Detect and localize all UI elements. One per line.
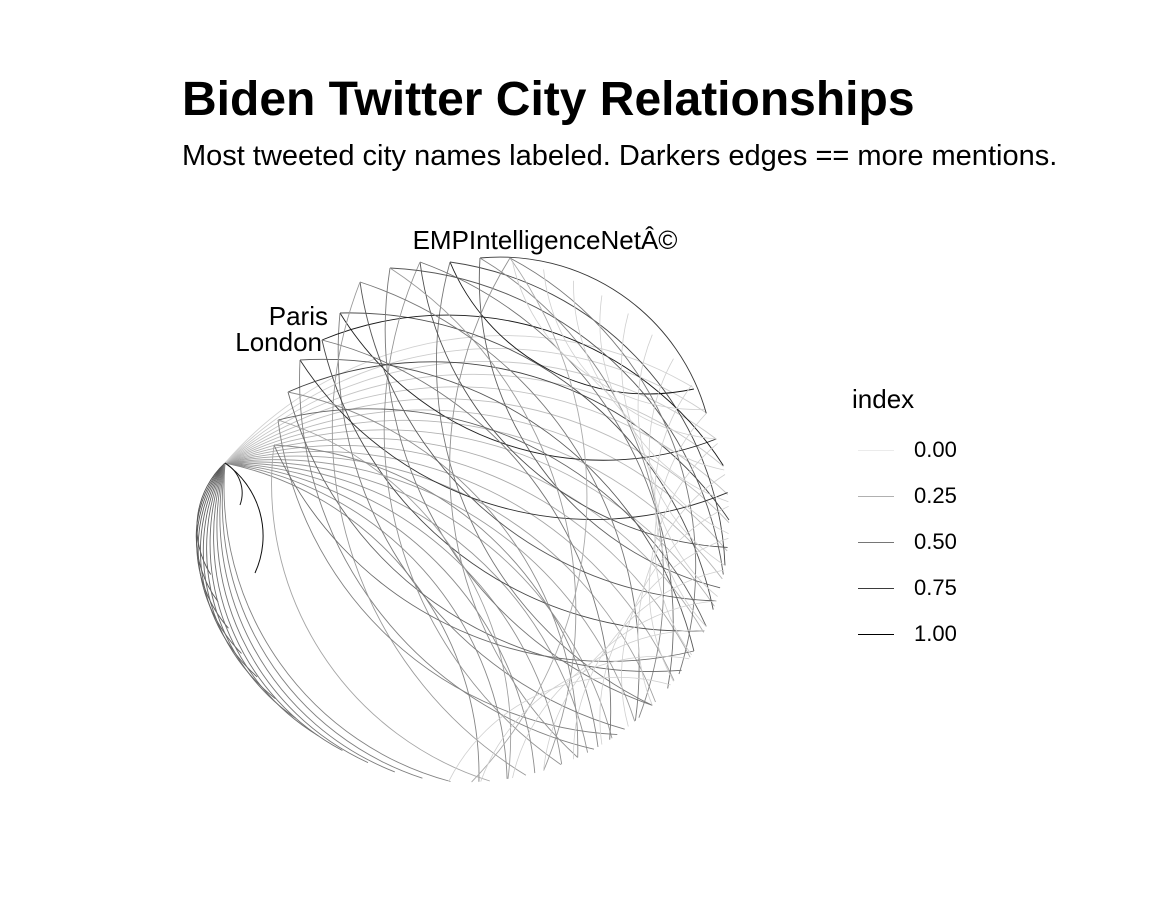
legend-key-1 xyxy=(858,496,894,497)
legend-label-0: 0.00 xyxy=(914,437,957,462)
edge-29 xyxy=(224,373,724,467)
node-label-empintelligencenet: EMPIntelligenceNetÂ© xyxy=(413,225,678,255)
edge-83 xyxy=(543,600,717,771)
edge-46 xyxy=(299,358,695,652)
edge-56 xyxy=(389,267,577,771)
edge-47 xyxy=(299,359,595,750)
edge-65 xyxy=(271,444,490,782)
edge-60 xyxy=(277,408,707,627)
edge-67 xyxy=(449,257,579,758)
edge-80 xyxy=(621,505,729,727)
edge-37 xyxy=(478,257,721,589)
legend-key-2 xyxy=(858,542,894,543)
edge-38 xyxy=(479,257,665,718)
edge-57 xyxy=(359,281,717,602)
edge-71 xyxy=(573,280,725,471)
edge-85 xyxy=(480,655,690,782)
edge-9 xyxy=(216,462,369,764)
edge-23 xyxy=(224,437,705,633)
edge-68 xyxy=(471,257,588,783)
edge-20 xyxy=(224,455,656,703)
edge-39 xyxy=(339,312,717,461)
legend: index 0.00 0.25 0.50 0.75 1.00 xyxy=(852,383,1012,653)
edge-27 xyxy=(224,398,730,524)
edge-layer xyxy=(195,256,730,783)
edge-52 xyxy=(419,261,674,689)
chart-title: Biden Twitter City Relationships xyxy=(182,73,915,126)
edge-22 xyxy=(224,444,691,658)
edge-49 xyxy=(287,391,682,672)
node-label-paris: Paris xyxy=(269,301,328,331)
edge-77 xyxy=(654,413,707,656)
edge-81 xyxy=(599,537,729,745)
legend-label-4: 1.00 xyxy=(914,621,957,646)
edge-53 xyxy=(383,261,562,765)
edge-61 xyxy=(277,419,618,736)
edge-17 xyxy=(224,462,589,753)
edge-1 xyxy=(195,462,226,603)
edge-34 xyxy=(449,261,726,566)
chart-subtitle: Most tweeted city names labeled. Darkers… xyxy=(182,140,1058,172)
edge-28 xyxy=(224,386,729,495)
node-label-london: London xyxy=(235,327,322,357)
edge-8 xyxy=(213,462,343,751)
edge-19 xyxy=(224,459,636,722)
edge-74 xyxy=(637,334,726,566)
edge-33 xyxy=(449,261,694,395)
edge-54 xyxy=(389,267,724,575)
edge-18 xyxy=(224,461,613,739)
edge-86 xyxy=(448,676,671,782)
edge-75 xyxy=(648,358,718,597)
legend-key-0 xyxy=(858,450,894,451)
legend-key-3 xyxy=(858,588,894,589)
legend-label-1: 0.25 xyxy=(914,483,957,508)
edge-12 xyxy=(223,462,451,782)
edge-7 xyxy=(209,462,319,737)
edge-79 xyxy=(637,474,726,706)
legend-label-2: 0.50 xyxy=(914,529,957,554)
edge-13 xyxy=(224,462,480,782)
edge-64 xyxy=(273,444,599,747)
edge-84 xyxy=(512,630,705,779)
edge-63 xyxy=(273,444,695,662)
edge-30 xyxy=(224,361,717,464)
edge-70 xyxy=(543,269,717,440)
edge-48 xyxy=(287,361,730,521)
edge-69 xyxy=(512,261,705,410)
edge-87 xyxy=(224,462,264,574)
edge-24 xyxy=(224,429,715,607)
edge-10 xyxy=(219,462,395,773)
edge-21 xyxy=(224,450,675,681)
edge-6 xyxy=(206,462,297,719)
edge-15 xyxy=(224,462,536,774)
edge-73 xyxy=(621,313,729,535)
edge-62 xyxy=(277,419,512,779)
edge-5 xyxy=(202,462,276,700)
edge-76 xyxy=(654,384,707,627)
legend-label-3: 0.75 xyxy=(914,575,957,600)
edge-11 xyxy=(221,462,423,779)
legend-title: index xyxy=(852,384,915,414)
edge-72 xyxy=(599,295,729,503)
edge-88 xyxy=(224,462,243,506)
edge-82 xyxy=(573,569,725,760)
edge-51 xyxy=(419,261,728,548)
edge-78 xyxy=(648,443,718,682)
edge-2 xyxy=(196,462,229,629)
edge-36 xyxy=(479,256,707,414)
edge-41 xyxy=(337,312,625,730)
legend-key-4 xyxy=(858,634,894,635)
edge-43 xyxy=(321,339,705,632)
